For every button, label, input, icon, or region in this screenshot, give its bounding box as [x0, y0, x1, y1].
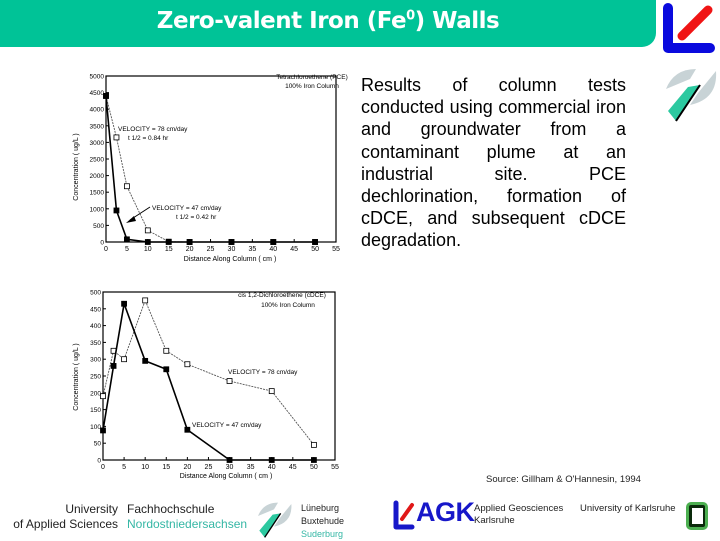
svg-text:100: 100 — [90, 424, 101, 431]
svg-text:35: 35 — [247, 464, 255, 471]
cdce-y-axis-label: Concentration ( ug/L ) — [73, 343, 80, 410]
svg-text:20: 20 — [186, 246, 194, 253]
svg-text:25: 25 — [207, 246, 215, 253]
svg-text:50: 50 — [310, 464, 318, 471]
svg-text:300: 300 — [90, 357, 101, 364]
svg-text:4500: 4500 — [90, 90, 105, 97]
cdce-label-v78: VELOCITY = 78 cm/day — [228, 369, 298, 376]
svg-text:5000: 5000 — [90, 74, 105, 81]
svg-text:20: 20 — [183, 464, 191, 471]
cdce-x-axis-label: Distance Along Column ( cm ) — [180, 473, 273, 480]
footer-city-buxtehude: Buxtehude — [301, 516, 345, 526]
pce-x-axis-label: Distance Along Column ( cm ) — [184, 256, 277, 263]
pce-label-t47: t 1/2 = 0.42 hr — [176, 214, 217, 221]
pce-y-axis-label: Concentration ( ug/L ) — [73, 133, 80, 200]
pce-label-t78: t 1/2 = 0.84 hr — [128, 135, 169, 142]
agk-label-line1: Applied Geosciences — [474, 503, 564, 514]
uni-karlsruhe-logo-icon — [686, 502, 708, 530]
svg-text:10: 10 — [144, 246, 152, 253]
svg-text:5: 5 — [125, 246, 129, 253]
agk-wordmark: AGK — [416, 497, 475, 527]
cdce-chart-title: cis 1,2-Dichloroethene (cDCE) — [238, 292, 326, 299]
karlsruhe-label: University of Karlsruhe — [580, 503, 676, 514]
svg-text:0: 0 — [97, 458, 101, 465]
svg-text:400: 400 — [90, 323, 101, 330]
pce-chart-subtitle: 100% Iron Column — [285, 83, 339, 90]
svg-text:55: 55 — [332, 246, 340, 253]
page-title: Zero-valent Iron (Fe0) Walls — [0, 8, 656, 34]
svg-text:250: 250 — [90, 374, 101, 381]
footer-city-lueneburg: Lüneburg — [301, 503, 340, 513]
fh-logo-small-icon — [258, 502, 292, 538]
svg-text:500: 500 — [93, 223, 104, 230]
pce-arrowhead-icon — [126, 216, 136, 223]
svg-text:15: 15 — [162, 464, 170, 471]
svg-text:2500: 2500 — [90, 157, 105, 164]
cdce-chart-axes: 0 50 100 150 200 250 300 350 400 450 500 0 5 10 15 20 25… — [90, 290, 339, 472]
cdce-chart-series — [100, 297, 317, 463]
svg-text:45: 45 — [289, 464, 297, 471]
pce-chart-axes: 0500100015002000250030003500400045005000… — [90, 74, 340, 254]
svg-text:45: 45 — [290, 246, 298, 253]
svg-text:30: 30 — [228, 246, 236, 253]
pce-chart-series — [103, 93, 318, 245]
svg-text:1500: 1500 — [90, 190, 105, 197]
svg-text:50: 50 — [311, 246, 319, 253]
footer-university-line1: University — [65, 502, 118, 516]
svg-text:3500: 3500 — [90, 123, 105, 130]
agk-label-line2: Karlsruhe — [474, 515, 515, 526]
title-superscript: 0 — [406, 8, 415, 24]
source-citation: Source: Gillham & O'Hannesin, 1994 — [486, 474, 641, 485]
svg-text:55: 55 — [331, 464, 339, 471]
pce-chart: 0500100015002000250030003500400045005000… — [73, 74, 348, 264]
svg-text:15: 15 — [165, 246, 173, 253]
cdce-chart-subtitle: 100% Iron Column — [261, 302, 315, 309]
svg-text:0: 0 — [100, 240, 104, 247]
svg-text:40: 40 — [269, 246, 277, 253]
pce-label-v47: VELOCITY = 47 cm/day — [152, 205, 222, 212]
cdce-label-v47: VELOCITY = 47 cm/day — [192, 422, 262, 429]
svg-text:5: 5 — [122, 464, 126, 471]
svg-text:1000: 1000 — [90, 206, 105, 213]
svg-text:30: 30 — [226, 464, 234, 471]
footer-fh-line2: Nordostniedersachsen — [127, 517, 248, 531]
cdce-chart: 0 50 100 150 200 250 300 350 400 450 500 0 5 10 15 20 25… — [73, 290, 339, 481]
footer-cities: Lüneburg Buxtehude Suderburg — [301, 502, 344, 541]
pce-chart-title: Tetrachloroethene (PCE) — [276, 74, 348, 81]
svg-text:35: 35 — [248, 246, 256, 253]
description-text: Results of column tests conducted using … — [361, 75, 626, 251]
footer-city-suderburg: Suderburg — [301, 529, 344, 539]
footer-university-line2: of Applied Sciences — [13, 517, 118, 531]
svg-text:150: 150 — [90, 407, 101, 414]
svg-text:3000: 3000 — [90, 140, 105, 147]
svg-text:2000: 2000 — [90, 173, 105, 180]
svg-text:200: 200 — [90, 390, 101, 397]
svg-text:50: 50 — [94, 441, 102, 448]
agk-label: Applied Geosciences Karlsruhe — [474, 503, 563, 527]
title-bar — [0, 0, 656, 47]
agk-logo-icon — [393, 500, 415, 530]
svg-text:450: 450 — [90, 306, 101, 313]
fh-nordostniedersachsen-logo-icon — [666, 69, 717, 122]
svg-text:10: 10 — [141, 464, 149, 471]
footer-university: University of Applied Sciences — [0, 502, 118, 532]
title-prefix: Zero-valent Iron (Fe — [156, 8, 407, 34]
title-suffix: ) Walls — [414, 8, 500, 34]
svg-text:500: 500 — [90, 290, 101, 297]
svg-text:0: 0 — [104, 246, 108, 253]
svg-text:25: 25 — [205, 464, 213, 471]
footer-fh-line1: Fachhochschule — [127, 502, 215, 516]
lk-logo-icon — [663, 3, 715, 53]
footer-fachhochschule: Fachhochschule Nordostniedersachsen — [127, 502, 247, 532]
svg-text:350: 350 — [90, 340, 101, 347]
svg-text:0: 0 — [101, 464, 105, 471]
svg-text:4000: 4000 — [90, 107, 105, 114]
pce-label-v78: VELOCITY = 78 cm/day — [118, 126, 188, 133]
svg-text:40: 40 — [268, 464, 276, 471]
